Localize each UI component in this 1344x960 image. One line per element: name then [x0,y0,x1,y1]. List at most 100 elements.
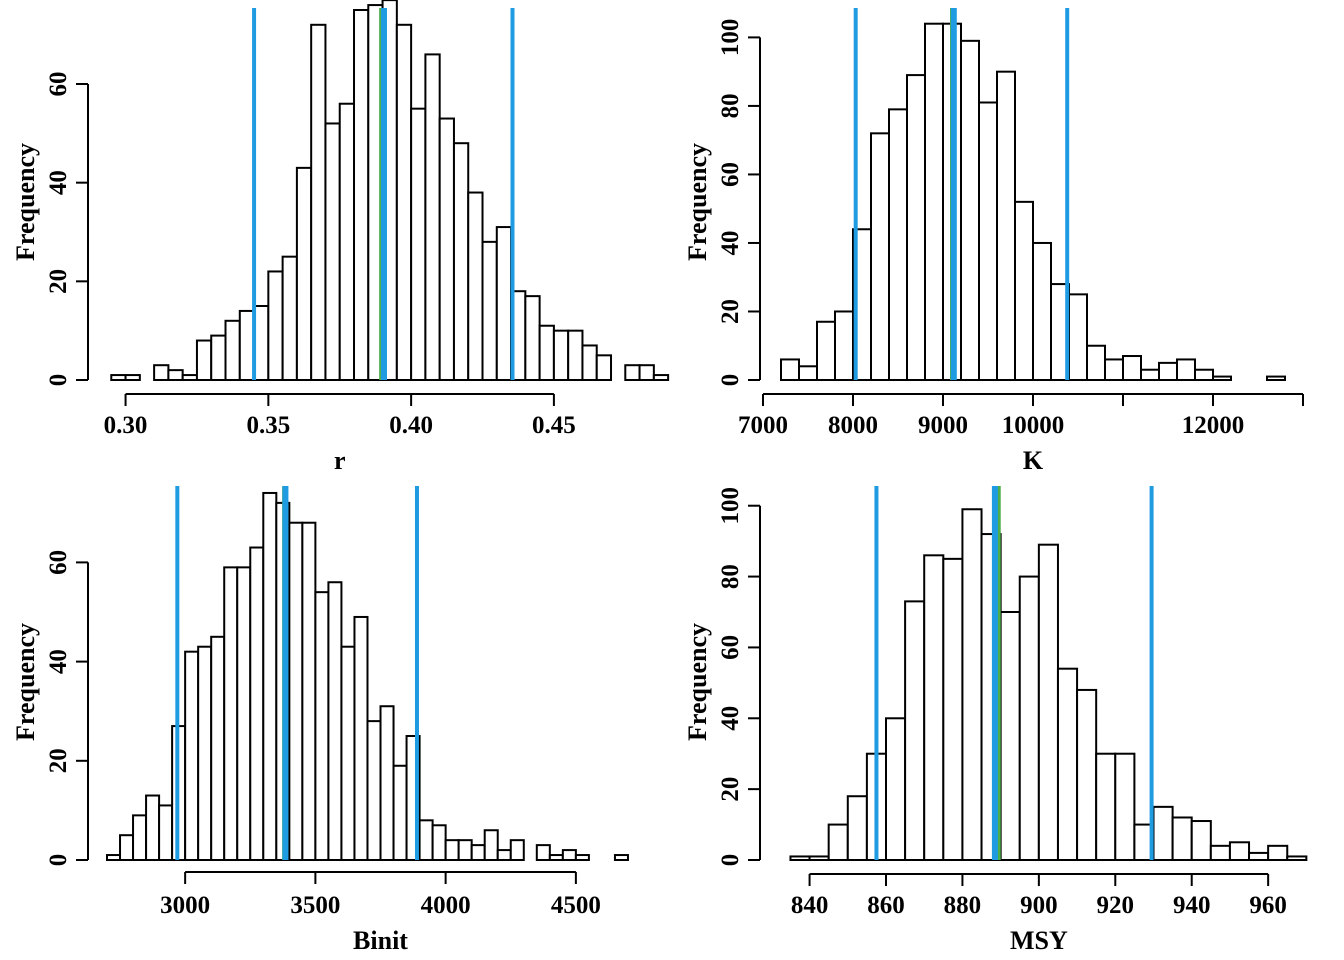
y-tick-label: 80 [717,564,744,589]
histogram-bar [1267,844,1289,861]
x-tick-label: 8000 [828,412,878,439]
histogram-bar [1194,368,1214,382]
histogram-bar [1037,543,1059,862]
histogram-bar [1104,358,1124,382]
x-tick-label: 10000 [1002,412,1065,439]
histogram-bar [509,839,525,861]
panel-msy-histogram: 840 860 880 900 920 940 960 MSY 0 20 40 60 80 100 Freq… [683,486,1308,955]
histogram-bar [301,521,317,861]
histogram-bar [158,804,174,862]
histogram-bar [236,566,252,861]
y-tick-label: 0 [45,374,72,387]
x-tick-label: 900 [1020,892,1058,919]
histogram-bar [999,611,1021,861]
histogram-bar [1171,816,1193,862]
histogram-bar [1190,820,1212,861]
histogram-bar [1068,293,1088,381]
histogram-bar [310,23,327,382]
histogram-bar [496,849,512,862]
histogram-bar [338,102,356,381]
histogram-bar [888,108,908,382]
y-tick-label: 100 [717,487,744,525]
y-tick-label: 40 [45,649,72,674]
histogram-bar [524,295,541,381]
panel-k-histogram: 7000 8000 9000 10000 12000 K 0 20 40 60 80 100 Frequ… [683,8,1304,475]
histogram-bar [538,324,555,382]
histogram-bar [262,491,278,861]
x-tick-label: 3500 [290,892,340,919]
histogram-bar [281,255,298,381]
y-tick-label: 20 [45,748,72,773]
histogram-bar [996,70,1016,382]
y-tick-label: 40 [717,230,744,255]
histogram-bar [119,834,135,862]
histogram-bar [1114,752,1136,862]
histogram-bar [561,849,577,862]
histogram-bar [834,310,854,381]
x-tick-label: 880 [944,892,982,919]
x-axis-label: MSY [1010,926,1068,955]
y-tick-label: 60 [717,635,744,660]
histogram-bar [379,705,395,861]
histogram-bar [197,645,213,861]
histogram-bar [535,844,551,861]
histogram-bar [923,554,945,861]
y-tick-label: 20 [717,777,744,802]
histogram-bar [1014,200,1034,381]
y-tick-label: 100 [717,19,744,57]
histogram-bar [1152,805,1174,861]
histogram-bar [167,369,184,381]
x-axis-label: Binit [353,926,408,955]
histogram-bar [827,823,849,861]
histogram-bar [885,717,907,861]
histogram-bar [846,795,868,862]
x-tick-label: 12000 [1182,412,1245,439]
y-tick-label: 0 [717,374,744,387]
histogram-bar [410,107,427,382]
histogram-bar [906,74,926,381]
histogram-bar [624,364,641,382]
histogram-bar [1032,241,1052,381]
histogram-bar [1056,667,1079,862]
histogram-bar [431,824,447,862]
y-tick-label: 20 [45,269,72,294]
histogram-bar [1095,752,1117,862]
histogram-bar [353,9,370,381]
histogram-bar [942,557,964,861]
histogram-bar [1122,355,1142,382]
histogram-bar [1286,855,1308,862]
histogram-bar [145,794,161,862]
histogram-bar [613,854,629,861]
histogram-bar [552,329,570,381]
histogram-bar [960,39,980,381]
x-axis-label: K [1023,446,1044,475]
histogram-bar [288,521,304,861]
histogram-bar [470,844,486,861]
x-tick-label: 7000 [738,412,788,439]
histogram-bar [249,546,265,862]
histogram-bar [780,358,800,382]
x-tick-label: 960 [1249,892,1287,919]
y-axis-label: Frequency [11,623,40,741]
x-axis-label: r [334,446,346,475]
histogram-bar [548,854,564,861]
histogram-bar [224,319,241,381]
histogram-bar [366,720,382,861]
x-tick-label: 0.45 [532,412,576,439]
histogram-bar [1176,358,1196,382]
histogram-bar [816,320,836,381]
histogram-bar [924,22,944,381]
histogram-bar [1086,344,1106,382]
y-tick-label: 80 [717,93,744,118]
histogram-bar [1266,375,1286,381]
histogram-bar [870,132,890,381]
histogram-bar [483,829,499,861]
x-tick-label: 940 [1173,892,1211,919]
y-tick-label: 60 [45,72,72,97]
histogram-bar [467,191,484,381]
y-axis-label: Frequency [11,143,40,261]
histogram-bar [444,839,460,861]
histogram-bar [452,142,470,381]
histogram-bar [595,354,613,382]
